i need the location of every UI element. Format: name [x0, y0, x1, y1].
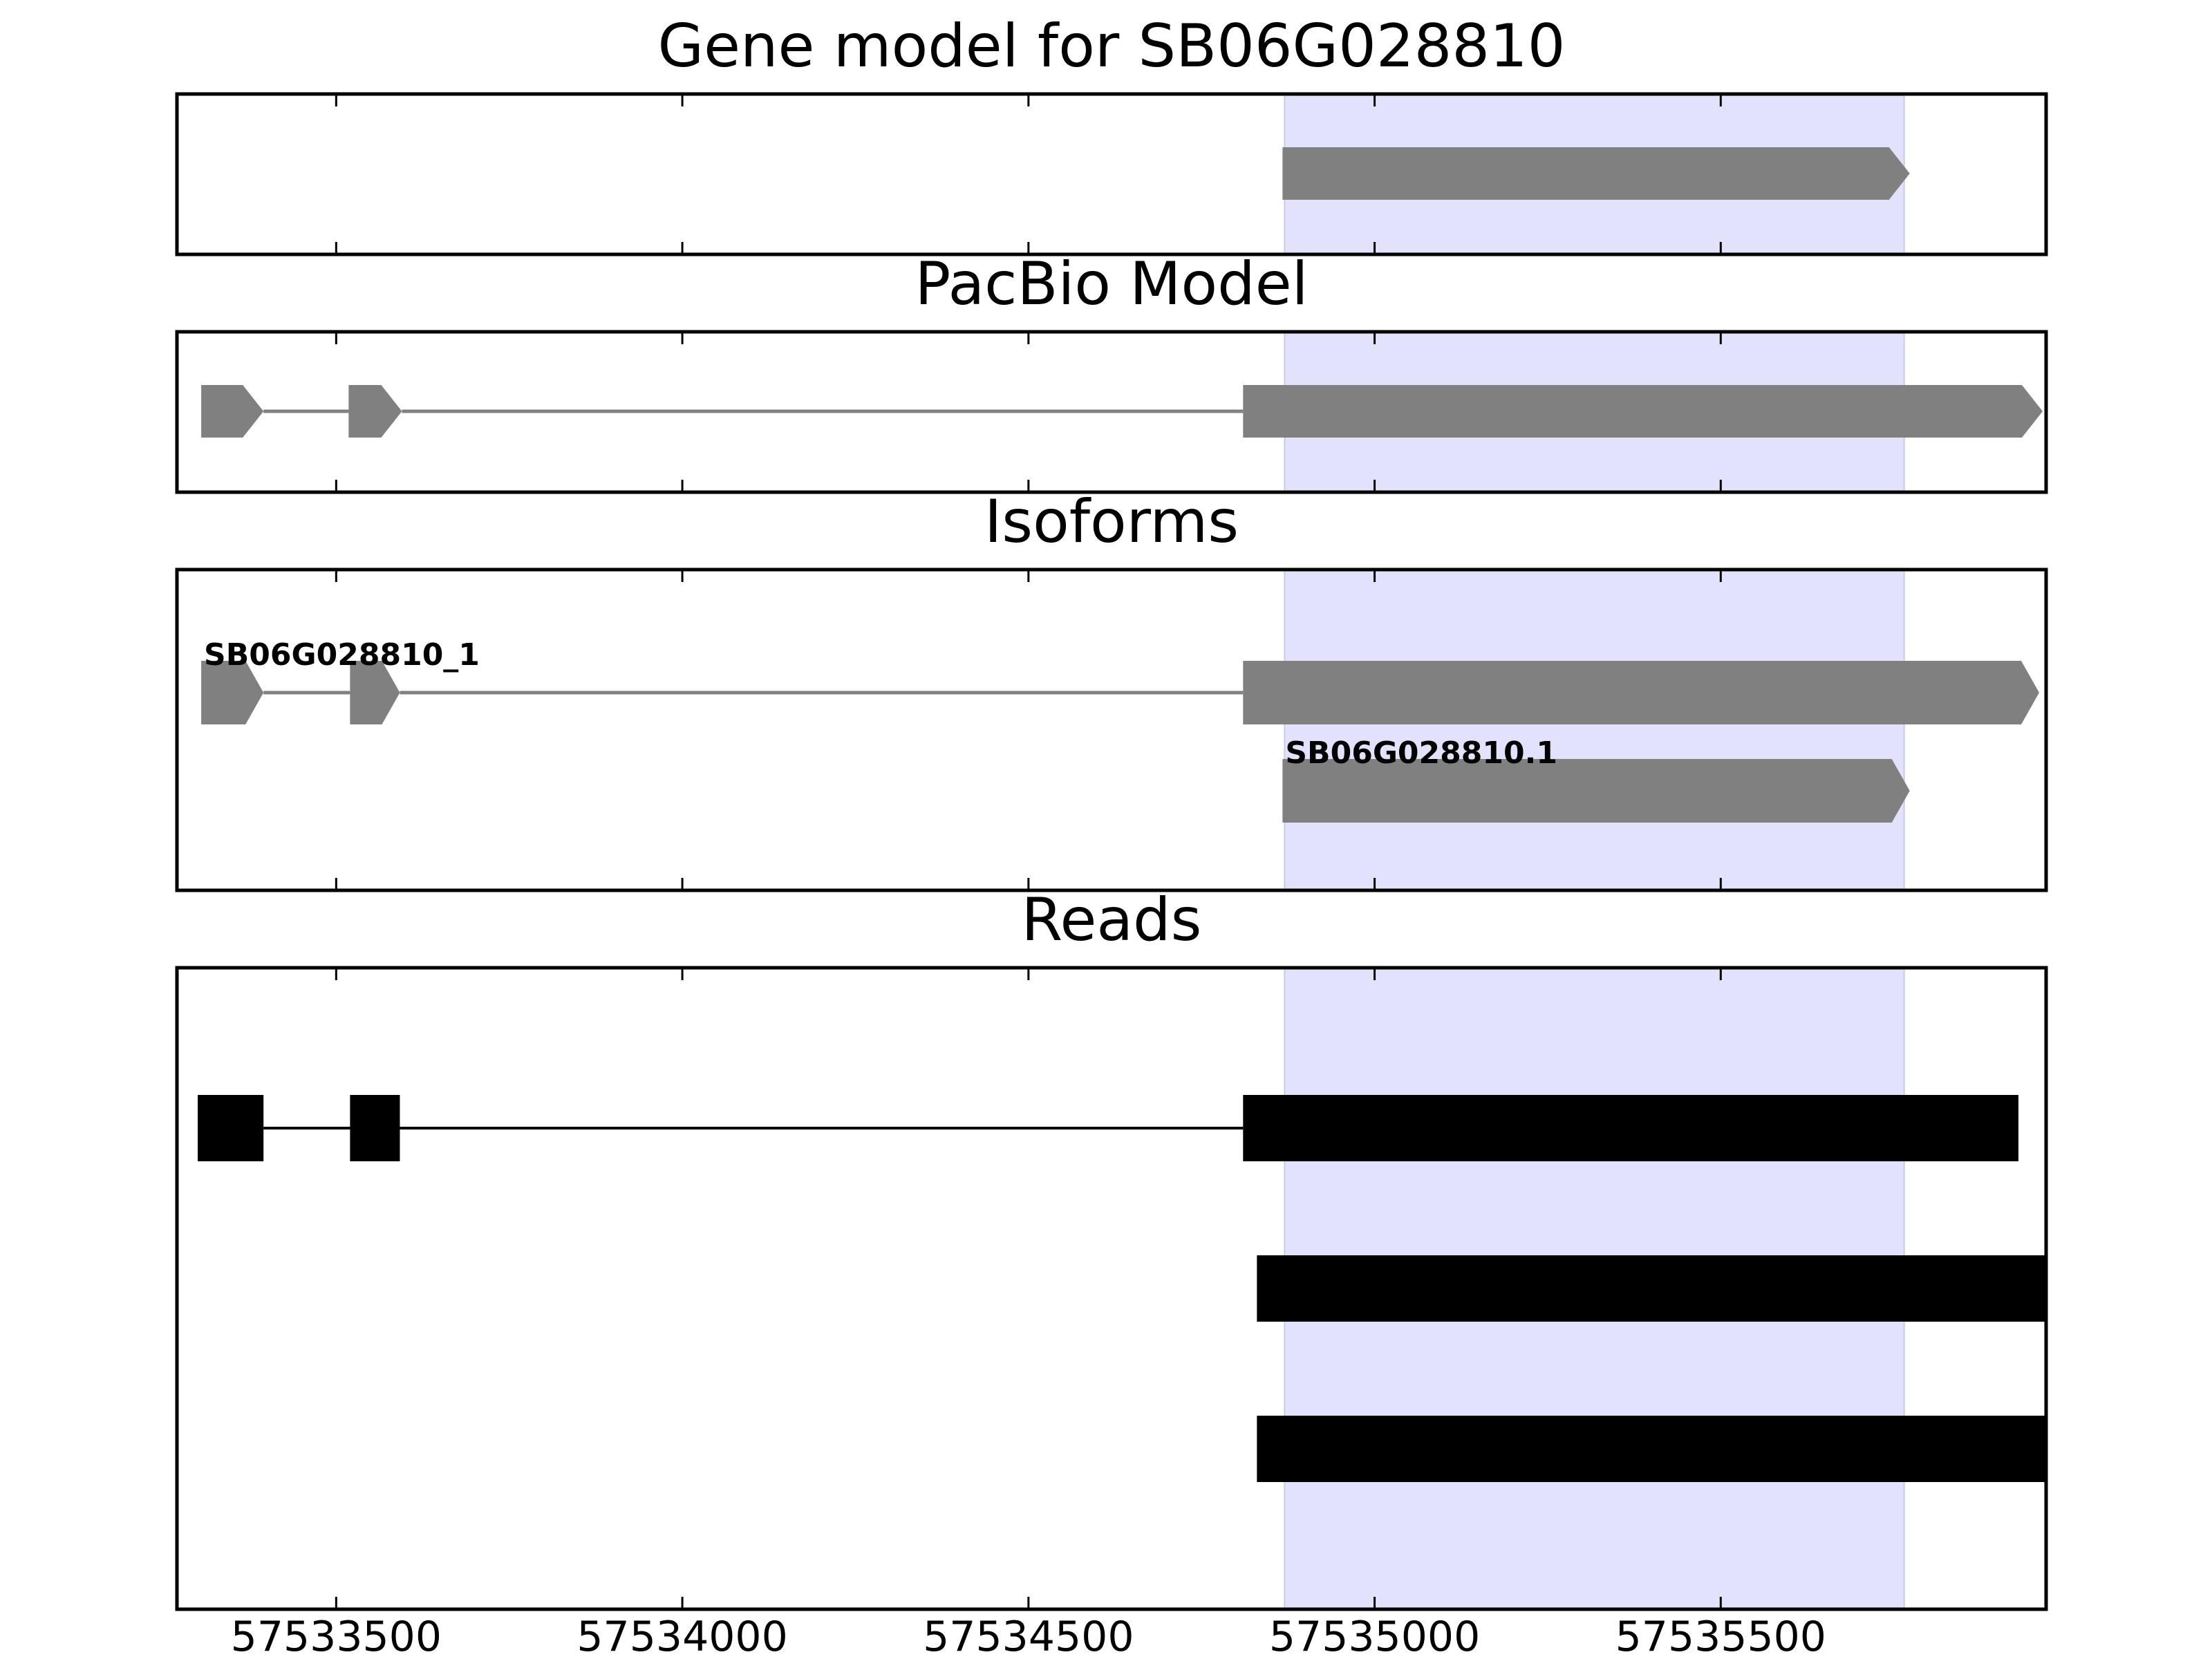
- reads-track-2: [1257, 1255, 2046, 1322]
- pacbio-model-frame: [175, 330, 2048, 494]
- exon-arrow: [201, 661, 264, 724]
- x-tick-label: 57535000: [1269, 1613, 1480, 1659]
- pacbio-model-track-1: [201, 385, 2043, 438]
- isoform-label: SB06G028810.1: [1285, 735, 1557, 771]
- read-block: [1243, 1095, 2018, 1161]
- x-tick-label: 57534500: [923, 1613, 1134, 1659]
- x-tick-label: 57533500: [231, 1613, 442, 1659]
- exon-arrow: [1243, 661, 2039, 724]
- reads-track-3: [1257, 1416, 2046, 1482]
- isoforms-highlight-band: [1284, 569, 1905, 891]
- isoforms-track-2: SB06G028810.1: [1282, 735, 1910, 823]
- x-tick-label: 57535500: [1615, 1613, 1826, 1659]
- reads-title: Reads: [1022, 885, 1202, 955]
- exon-arrow: [348, 385, 402, 438]
- reads-track-1: [198, 1095, 2018, 1161]
- reads-panel: Reads: [175, 885, 2048, 1611]
- read-block: [1257, 1255, 2046, 1322]
- x-tick-label: 57534000: [577, 1613, 787, 1659]
- exon-arrow: [350, 661, 400, 724]
- gene-model-track-1: [1282, 147, 1910, 200]
- isoforms-panel: Isoforms SB06G028810_1 SB06G028810.1: [175, 487, 2048, 892]
- exon-arrow: [1282, 759, 1910, 823]
- isoforms-title: Isoforms: [984, 487, 1239, 556]
- reads-frame: [175, 966, 2048, 1611]
- isoforms-frame: [175, 568, 2048, 892]
- read-block: [198, 1095, 264, 1161]
- gene-model-title: Gene model for SB06G028810: [658, 12, 1566, 81]
- isoforms-track-1: SB06G028810_1: [201, 637, 2039, 724]
- gene-model-frame: [175, 92, 2048, 256]
- exon-arrow: [1282, 147, 1910, 200]
- read-block: [1257, 1416, 2046, 1482]
- exon-arrow: [1243, 385, 2043, 438]
- pacbio-model-panel: PacBio Model: [175, 250, 2048, 494]
- read-block: [350, 1095, 400, 1161]
- gene-model-panel: Gene model for SB06G028810: [175, 12, 2048, 256]
- pacbio-model-title: PacBio Model: [915, 250, 1308, 319]
- exon-arrow: [201, 385, 264, 438]
- isoform-label: SB06G028810_1: [204, 637, 480, 673]
